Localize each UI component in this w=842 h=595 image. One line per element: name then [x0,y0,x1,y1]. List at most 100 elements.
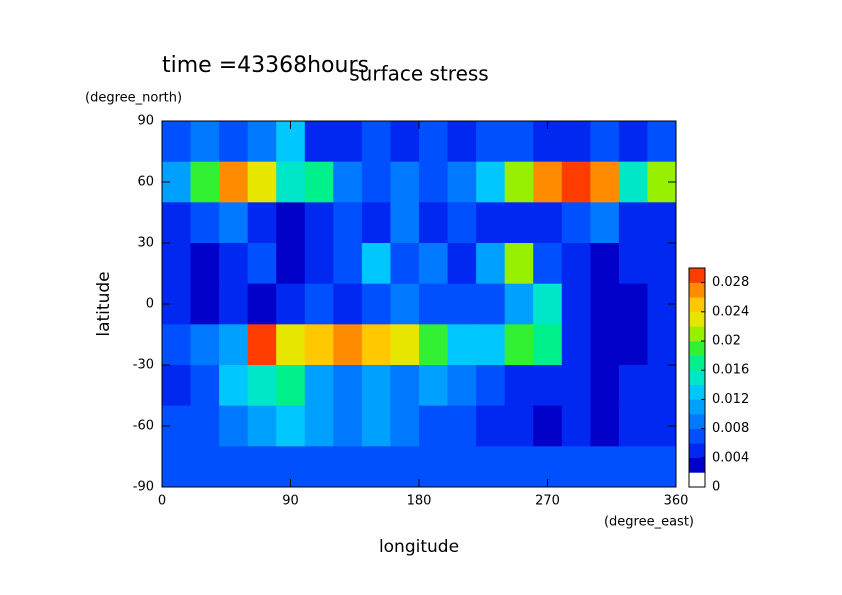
field-cell [361,202,391,244]
colorbar-swatch [689,428,705,444]
field-cell [447,121,477,163]
chart-subtitle: surface stress [349,62,488,86]
field-cell [419,202,449,244]
field-cell [476,405,506,447]
field-cell [447,202,477,244]
field-cell [561,324,591,366]
colorbar-swatch [689,326,705,342]
colorbar-tick-label: 0.02 [712,334,741,349]
field-cell [476,243,506,285]
field-cell [561,405,591,447]
field-cell [419,283,449,325]
field-cell [561,202,591,244]
field-cell [276,243,306,285]
field-cell [219,161,249,203]
field-cell [504,324,534,366]
colorbar-tick-label: 0.016 [712,363,749,378]
field-cell [590,324,620,366]
field-cell [247,161,277,203]
field-cell [561,365,591,407]
field-cell [533,283,563,325]
field-cell [333,243,363,285]
field-cell [304,243,334,285]
field-cell [304,283,334,325]
field-cell [476,161,506,203]
colorbar-tick-label: 0.024 [712,304,749,319]
field-cell [361,405,391,447]
colorbar-swatch [689,414,705,429]
field-cell [304,121,334,163]
field-cell [190,405,220,447]
field-cell [447,283,477,325]
colorbar-swatch [689,384,705,400]
field-cell [590,405,620,447]
field-cell [276,365,306,407]
field-cell [190,446,220,488]
field-cell [533,202,563,244]
colorbar-swatch [689,370,705,386]
field-cell [618,202,648,244]
field-cell [647,202,677,244]
colorbar-tick-label: 0.012 [712,392,749,407]
field-cell [190,243,220,285]
field-cell [361,121,391,163]
x-units: (degree_east) [604,515,694,530]
field-cell [333,202,363,244]
field-cell [247,243,277,285]
field-cell [333,446,363,488]
field-cell [419,324,449,366]
field-cell [561,121,591,163]
colorbar-frame [688,267,706,488]
colorbar-tick-label: 0.008 [712,421,749,436]
field-cell [276,283,306,325]
field-cell [618,405,648,447]
field-cell [419,446,449,488]
field-cell [390,202,420,244]
field-cell [162,365,192,407]
field-cell [390,121,420,163]
field-cell [504,121,534,163]
field-cell [647,365,677,407]
field-cell [476,121,506,163]
field-cell [419,161,449,203]
field-cell [447,161,477,203]
field-cell [561,283,591,325]
field-cell [618,324,648,366]
field-cell [618,446,648,488]
field-cell [361,161,391,203]
field-cell [276,405,306,447]
field-cell [476,446,506,488]
field-cell [333,365,363,407]
y-tick-label: -30 [133,358,154,373]
field-cell [419,365,449,407]
field-cell [504,365,534,407]
field-cell [304,202,334,244]
field-cell [419,243,449,285]
field-cell [190,202,220,244]
field-cell [476,324,506,366]
field-cell [333,405,363,447]
field-cell [590,121,620,163]
field-cell [504,405,534,447]
field-cell [618,161,648,203]
field-cell [590,446,620,488]
field-cell [590,202,620,244]
colorbar-swatch [689,311,705,327]
field-cell [247,365,277,407]
y-tick-label: -90 [133,480,154,495]
y-units: (degree_north) [85,91,182,106]
x-tick-label: 90 [282,494,299,509]
field-cell [561,243,591,285]
field-cell [618,365,648,407]
field-cell [390,283,420,325]
y-tick-label: 0 [146,297,154,312]
field-cell [447,243,477,285]
colorbar-swatch [689,282,705,298]
field-cell [533,365,563,407]
field-cell [447,405,477,447]
field-cell [190,121,220,163]
field-cell [304,405,334,447]
field-cell [561,446,591,488]
field-cell [561,161,591,203]
